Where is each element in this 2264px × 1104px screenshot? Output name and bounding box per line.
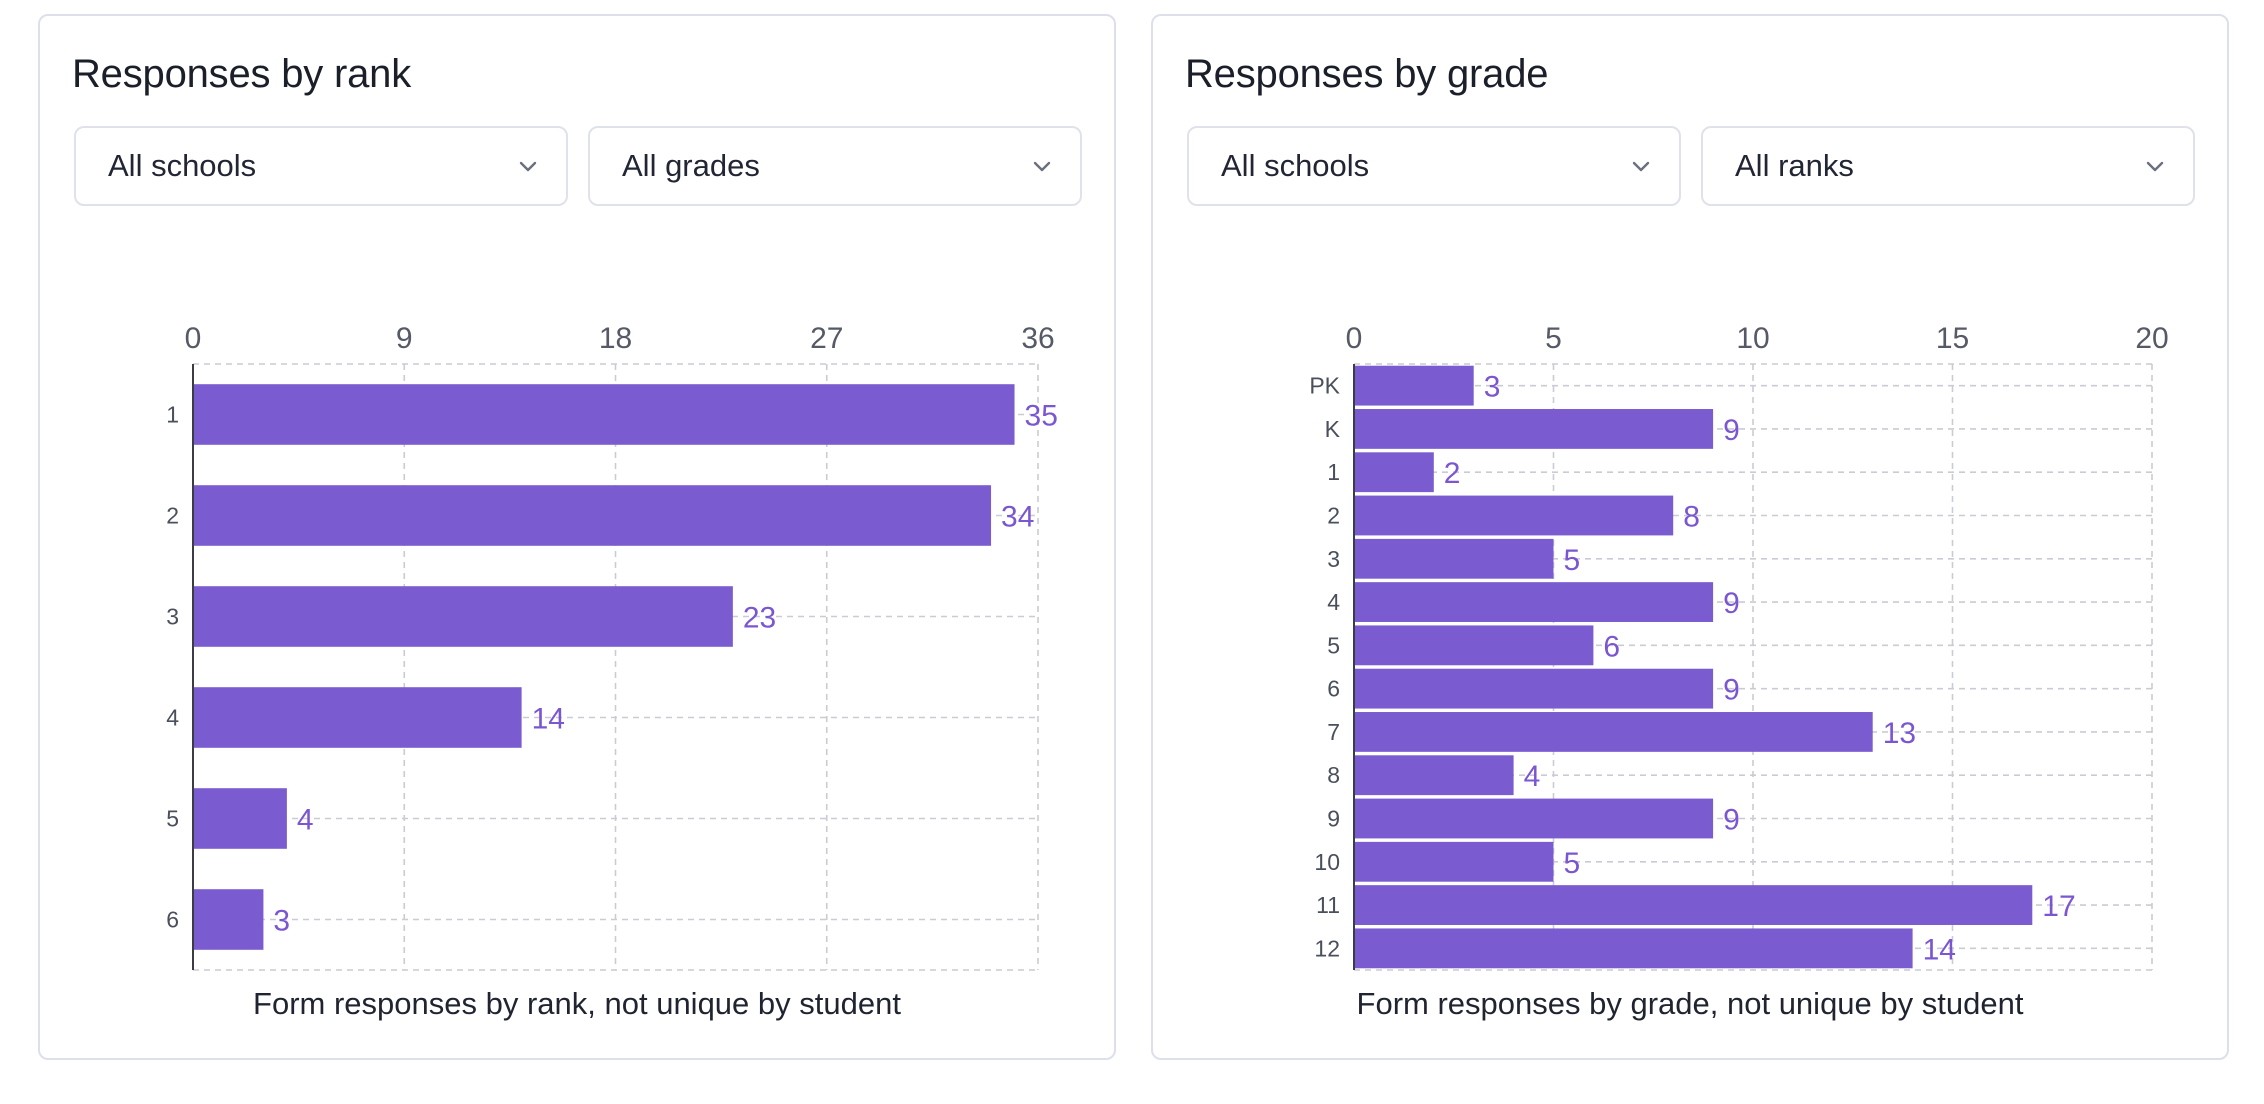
y-tick-label: 4: [166, 705, 179, 731]
grade-bar-chart: 0 5 10 15 20 3 PK 9 K 2 1 8 2 5 3 9 4 6 5 9 6 13 7 4 8 9 9 5 10 17 11 1…: [1309, 322, 2169, 971]
x-tick-label: 10: [1736, 322, 1769, 355]
chevron-down-icon: [2146, 161, 2164, 172]
bar-2: [193, 485, 992, 546]
bar-3: [193, 586, 733, 647]
bar-value-label: 4: [297, 804, 314, 837]
y-tick-label: 8: [1327, 762, 1340, 788]
bar-1: [1354, 452, 1434, 493]
bar-K: [1354, 409, 1714, 449]
bar-7: [1354, 712, 1873, 752]
bar-5: [193, 788, 287, 849]
bar-value-label: 5: [1564, 544, 1581, 577]
chevron-down-icon: [519, 161, 537, 172]
rank-filter-select[interactable]: All ranks: [1701, 126, 2195, 206]
bar-3: [1354, 538, 1554, 579]
y-tick-label: K: [1325, 416, 1341, 442]
x-tick-label: 27: [810, 322, 843, 355]
bar-value-label: 3: [273, 905, 290, 938]
grade-filter-select[interactable]: All grades: [588, 126, 1082, 206]
select-value: All ranks: [1735, 148, 1854, 183]
bar-6: [193, 889, 264, 950]
y-tick-label: 11: [1316, 892, 1340, 918]
bar-value-label: 9: [1723, 804, 1740, 837]
y-tick-label: 7: [1327, 719, 1340, 745]
select-value: All grades: [622, 148, 760, 183]
x-tick-label: 20: [2135, 322, 2168, 355]
bar-value-label: 4: [1524, 760, 1541, 793]
y-tick-label: 3: [166, 604, 179, 630]
grade-chart-card: Responses by grade All schools All ranks…: [1151, 14, 2229, 1060]
y-tick-label: 10: [1314, 849, 1340, 875]
y-tick-label: 2: [166, 503, 179, 529]
card-title: Responses by grade: [1185, 52, 1549, 96]
y-tick-label: 4: [1327, 589, 1340, 615]
chevron-down-icon: [1033, 161, 1051, 172]
bar-PK: [1354, 365, 1474, 406]
school-filter-select[interactable]: All schools: [1187, 126, 1681, 206]
x-tick-label: 0: [1346, 322, 1363, 355]
bar-value-label: 23: [743, 602, 776, 635]
y-tick-label: 6: [1327, 676, 1340, 702]
y-tick-label: 5: [1327, 632, 1340, 658]
bar-1: [193, 384, 1015, 445]
bar-11: [1354, 885, 2033, 925]
bar-value-label: 17: [2042, 890, 2075, 923]
bar-value-label: 35: [1025, 400, 1058, 433]
bar-4: [1354, 582, 1714, 622]
bar-value-label: 9: [1723, 414, 1740, 447]
bar-8: [1354, 755, 1514, 796]
y-tick-label: 9: [1327, 806, 1340, 832]
y-tick-label: 3: [1327, 546, 1340, 572]
x-tick-label: 9: [396, 322, 413, 355]
bar-value-label: 13: [1883, 717, 1916, 750]
bar-value-label: 34: [1001, 501, 1034, 534]
select-value: All schools: [108, 148, 257, 183]
x-tick-label: 15: [1936, 322, 1969, 355]
y-tick-label: 2: [1327, 503, 1340, 529]
bar-5: [1354, 625, 1594, 666]
bar-value-label: 9: [1723, 674, 1740, 707]
chart-caption: Form responses by grade, not unique by s…: [1356, 986, 2024, 1021]
y-tick-label: 1: [1327, 459, 1340, 485]
bar-value-label: 3: [1484, 371, 1501, 404]
bar-2: [1354, 495, 1674, 536]
bar-value-label: 14: [532, 703, 565, 736]
x-tick-label: 18: [599, 322, 632, 355]
y-tick-label: 5: [166, 806, 179, 832]
school-filter-select[interactable]: All schools: [74, 126, 568, 206]
bar-9: [1354, 798, 1714, 839]
x-tick-label: 5: [1545, 322, 1562, 355]
bar-value-label: 5: [1564, 847, 1581, 880]
select-value: All schools: [1221, 148, 1370, 183]
y-tick-label: 12: [1314, 935, 1340, 961]
bar-value-label: 2: [1444, 457, 1461, 490]
rank-chart-card: Responses by rank All schools All grades…: [38, 14, 1116, 1060]
bar-10: [1354, 841, 1554, 882]
y-tick-label: PK: [1309, 373, 1340, 399]
x-tick-label: 36: [1021, 322, 1054, 355]
bar-value-label: 9: [1723, 587, 1740, 620]
chevron-down-icon: [1632, 161, 1650, 172]
y-tick-label: 6: [166, 907, 179, 933]
bar-4: [193, 687, 522, 748]
chart-caption: Form responses by rank, not unique by st…: [253, 986, 901, 1021]
bar-6: [1354, 668, 1714, 709]
bar-12: [1354, 928, 1913, 969]
card-title: Responses by rank: [72, 52, 412, 96]
bar-value-label: 14: [1923, 933, 1956, 966]
bar-value-label: 6: [1603, 630, 1620, 663]
x-tick-label: 0: [185, 322, 202, 355]
y-tick-label: 1: [166, 402, 179, 428]
bar-value-label: 8: [1683, 501, 1700, 534]
